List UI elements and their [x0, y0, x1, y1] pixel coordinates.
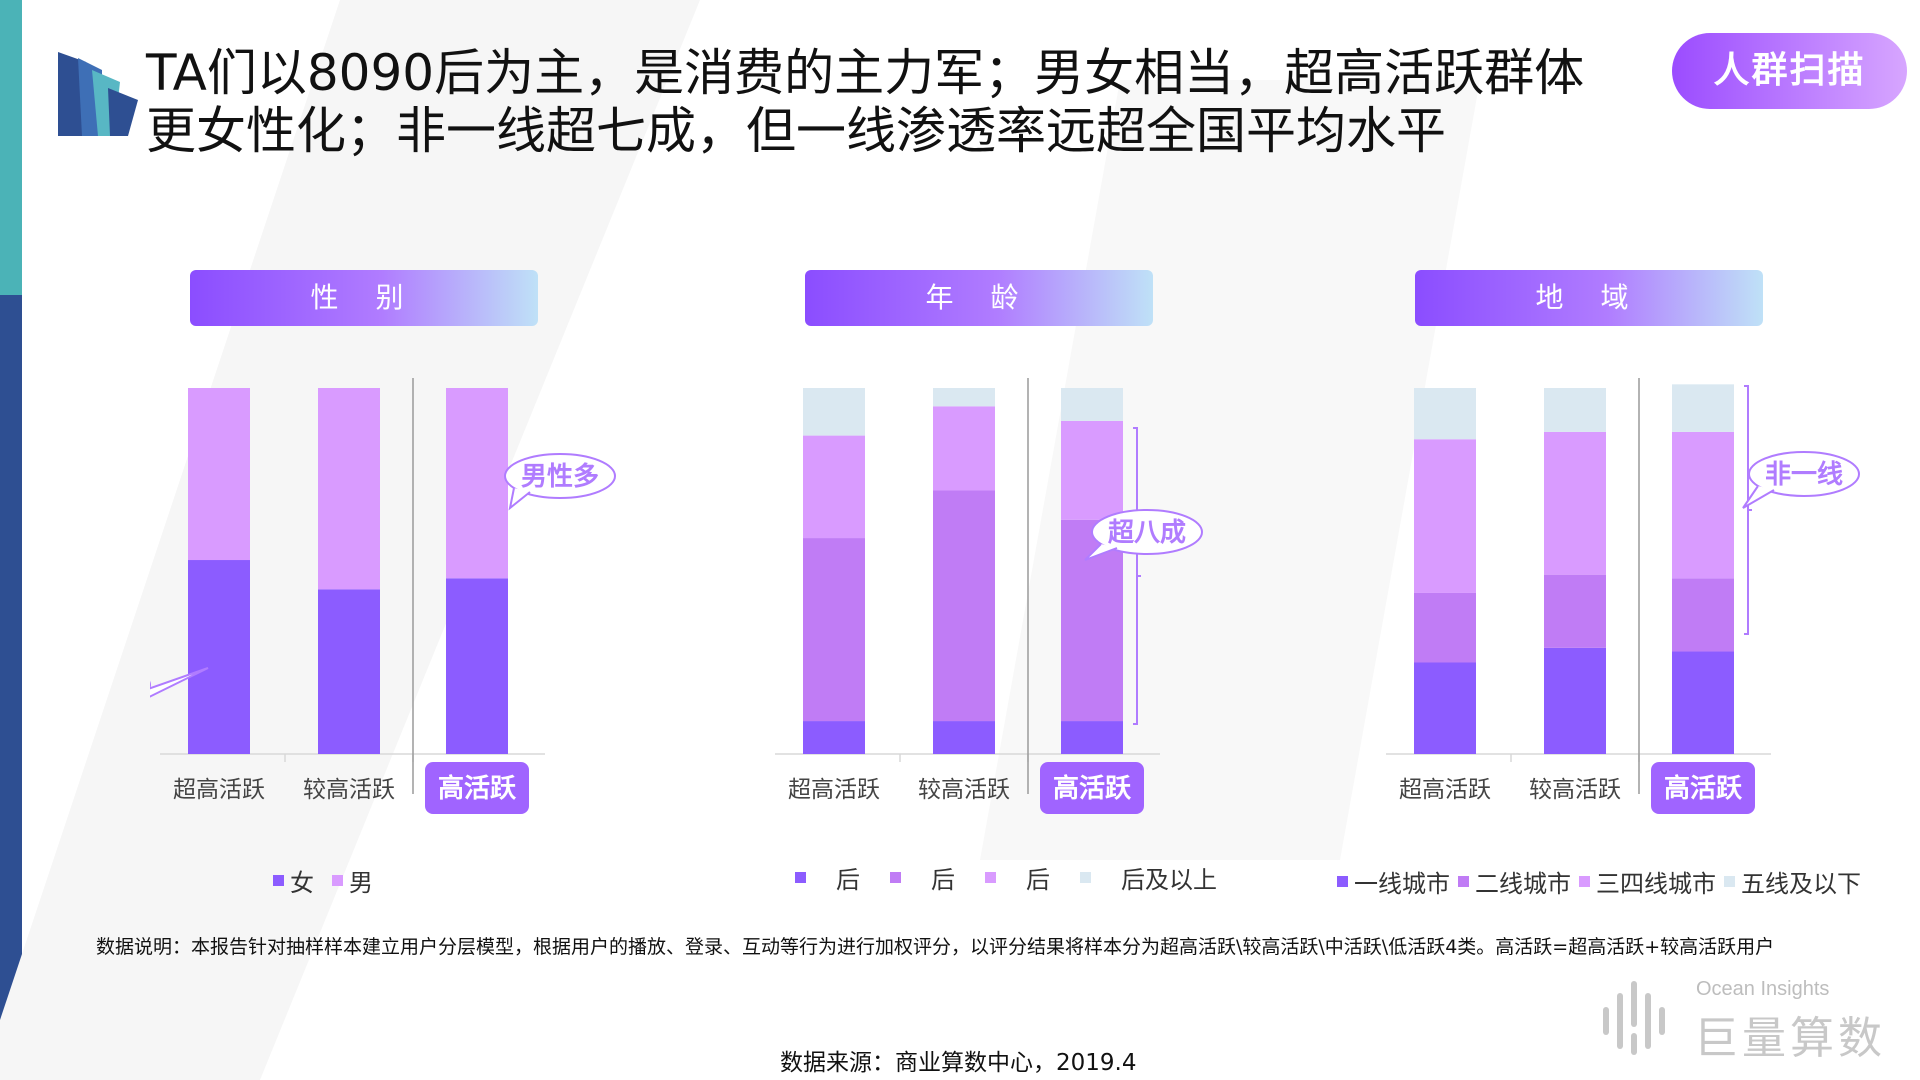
bar-segment: [933, 721, 995, 754]
x-tick-label: 较高活跃: [1529, 777, 1621, 803]
legend-swatch: [1337, 876, 1348, 887]
x-tick-label: 超高活跃: [173, 777, 265, 803]
legend-item: 后: [795, 860, 860, 895]
x-tick-label: 高活跃: [1664, 773, 1743, 804]
x-tick-label: 超高活跃: [1399, 777, 1491, 803]
legend-label: 二线城市: [1475, 870, 1571, 898]
legend-label: 三四线城市: [1596, 870, 1716, 898]
bar-segment: [1672, 384, 1734, 432]
legend-swatch: [273, 875, 284, 886]
bar-segment: [1544, 431, 1606, 575]
app-logo: [58, 52, 138, 136]
bar-segment: [803, 538, 865, 722]
bar-segment: [933, 388, 995, 407]
legend-swatch: [332, 875, 343, 886]
bar-segment: [933, 490, 995, 722]
bar-segment: [803, 388, 865, 436]
bar-segment: [446, 388, 508, 579]
legend-swatch: [1579, 876, 1590, 887]
bar-segment: [1672, 431, 1734, 579]
brand-logo-icon: [1603, 981, 1665, 1055]
brand-name-en: Ocean Insights: [1696, 978, 1830, 1000]
legend-label: 后: [931, 866, 955, 894]
legend-swatch: [1458, 876, 1469, 887]
bracket: [1744, 385, 1752, 635]
callout-ellipse: [1748, 451, 1860, 497]
left-accent-bar-bottom: [0, 295, 22, 1080]
bar-segment: [803, 435, 865, 539]
gender-legend: 女 男: [273, 863, 391, 898]
legend-label: 女: [290, 869, 314, 897]
legend-item: 一线城市: [1337, 864, 1450, 899]
callout-text: 非一线: [1765, 460, 1843, 490]
callout-bubble: 非一线: [1742, 451, 1860, 509]
section-tag: 人群扫描: [1672, 33, 1907, 109]
legend-item: 五线及以下: [1724, 864, 1861, 899]
bar-segment: [1414, 592, 1476, 663]
page-title: TA们以8090后为主，是消费的主力军；男女相当，超高活跃群体更女性化；非一线超…: [146, 44, 1585, 160]
x-tick-label: 高活跃: [438, 773, 517, 804]
bar-segment: [318, 589, 380, 754]
legend-swatch: [1724, 876, 1735, 887]
legend-swatch: [890, 872, 901, 883]
legend-label: 五线及以下: [1741, 870, 1861, 898]
bar-segment: [1672, 651, 1734, 754]
bar-segment: [1672, 578, 1734, 652]
callout-tail: [1742, 485, 1775, 509]
legend-swatch: [985, 872, 996, 883]
callout-text: 超八成: [1108, 518, 1186, 548]
legend-item: 女: [273, 863, 314, 898]
highlight-label-bg: [1651, 762, 1755, 814]
legend-label: 后及以上: [1121, 866, 1217, 894]
bar-segment: [1061, 420, 1123, 520]
bar-segment: [1414, 388, 1476, 440]
x-tick-label: 较高活跃: [303, 777, 395, 803]
legend-label: 一线城市: [1354, 870, 1450, 898]
age-chart: 超高活跃 较高活跃 高活跃 超八成: [775, 378, 1203, 814]
left-accent-bar-top: [0, 0, 22, 295]
legend-label: 男: [349, 869, 373, 897]
legend-swatch: [795, 872, 806, 883]
legend-item: 后: [985, 860, 1050, 895]
legend-item: 后及以上: [1080, 860, 1217, 895]
legend-swatch: [1080, 872, 1091, 883]
age-legend: 后 后 后 后及以上: [795, 860, 1235, 895]
bar-segment: [933, 406, 995, 491]
legend-item: 后: [890, 860, 955, 895]
bar-segment: [1544, 388, 1606, 432]
bar-segment: [188, 560, 250, 754]
age-panel: 年 龄 超高活跃 较高活跃 高活跃 超八成 后 后 后 后及以上: [765, 270, 1325, 910]
bar-segment: [1414, 662, 1476, 754]
bar-segment: [803, 721, 865, 754]
x-tick-label: 高活跃: [1053, 773, 1132, 804]
legend-item: 三四线城市: [1579, 864, 1716, 899]
legend-item: 二线城市: [1458, 864, 1571, 899]
x-tick-label: 超高活跃: [788, 777, 880, 803]
gender-panel: 性 别 超高活跃较高活跃高活跃男性多女性多 女 男: [150, 270, 710, 910]
legend-label: 后: [836, 866, 860, 894]
legend-label: 后: [1026, 866, 1050, 894]
bar-segment: [446, 578, 508, 754]
callout-text: 男性多: [521, 462, 599, 492]
data-source: 数据来源：商业算数中心，2019.4: [780, 1050, 1137, 1076]
callout-bubble: 男性多: [504, 453, 616, 511]
bar-segment: [1544, 647, 1606, 754]
gender-chart: 超高活跃较高活跃高活跃男性多女性多: [150, 378, 616, 814]
bracket: [1133, 427, 1141, 725]
bar-segment: [1061, 721, 1123, 754]
bar-segment: [1414, 439, 1476, 593]
legend-item: 男: [332, 863, 373, 898]
bar-segment: [1544, 574, 1606, 648]
data-note: 数据说明：本报告针对抽样样本建立用户分层模型，根据用户的播放、登录、互动等行为进…: [96, 936, 1775, 958]
brand-mark: Ocean Insights 巨量算数: [1598, 976, 1888, 1064]
bar-segment: [318, 388, 380, 590]
region-chart: 超高活跃 较高活跃 高活跃 非一线: [1386, 378, 1860, 814]
brand-name-cn: 巨量算数: [1694, 1013, 1886, 1064]
bar-segment: [188, 388, 250, 561]
region-legend: 一线城市 二线城市 三四线城市 五线及以下: [1337, 864, 1861, 899]
region-panel: 地 域 超高活跃 较高活跃 高活跃 非一线 一线城市 二线城市 三四线城市 五线及以下: [1337, 270, 1920, 910]
x-tick-label: 较高活跃: [918, 777, 1010, 803]
bar-segment: [1061, 388, 1123, 421]
